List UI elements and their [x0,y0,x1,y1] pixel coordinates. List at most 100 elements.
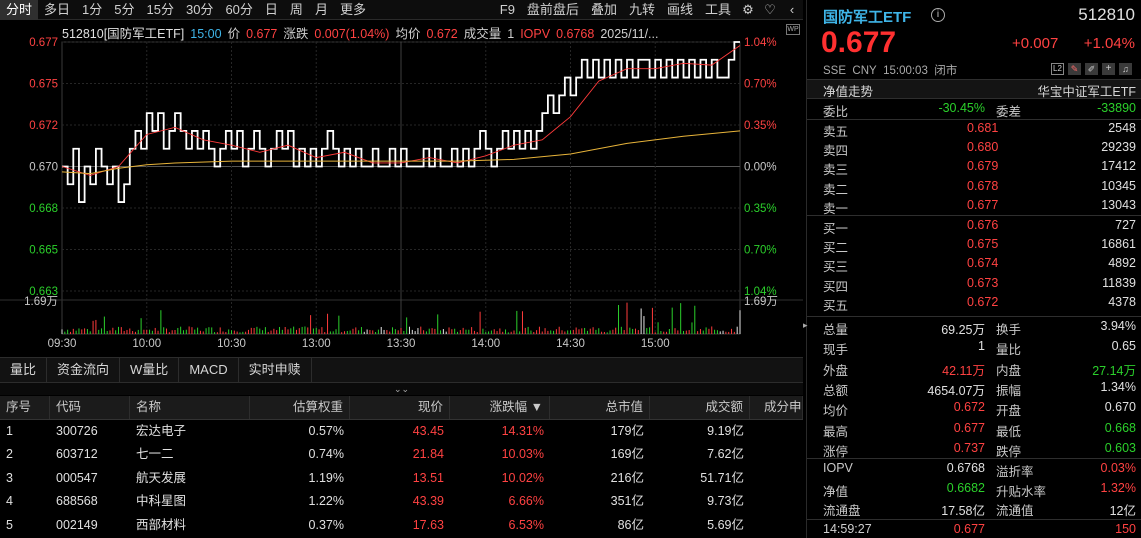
cell-mc: 169亿 [610,447,644,461]
level2-icon[interactable]: L2 [1051,63,1064,75]
stat-row: 总量 69.25万 换手 3.94% [807,317,1141,337]
period-tab-3[interactable]: 5分 [114,1,135,17]
level-price: 0.672 [967,294,999,309]
stat-label: IOPV [823,461,853,475]
stat-label: 内盘 [996,363,1022,378]
toolbar-action-1[interactable]: 盘前盘后 [526,1,579,17]
panel-code: 512810 [1078,5,1135,24]
pct-tick-label: 1.04% [744,286,777,298]
stat-label: 换手 [996,323,1022,337]
toolbar-action-2[interactable]: 叠加 [590,1,617,17]
period-tab-7[interactable]: 日 [264,1,278,17]
pct-tick-label: 1.04% [744,37,777,49]
level-price: 0.678 [967,178,999,193]
stat-label: 总量 [823,323,849,337]
intraday-chart[interactable]: 0.677 1.04% 0.675 0.70% 0.672 0.35% 0.670 0.00%… [0,20,803,354]
table-row[interactable]: 5 002149 西部材料 0.37% 17.63 6.53% 86亿 5.69亿 [0,514,803,538]
period-tab-10[interactable]: 更多 [339,1,366,17]
cell-code: 300726 [56,423,98,438]
period-tab-9[interactable]: 月 [314,1,328,17]
table-row[interactable]: 1 300726 宏达电子 0.57% 43.45 14.31% 179亿 9.19亿 [0,420,803,444]
column-header-2[interactable]: 名称 [130,396,250,419]
ratio-value: -30.45% [938,101,985,115]
stat-row: 现手 1 量比 0.65 [807,337,1141,357]
wp-badge[interactable]: WP [786,24,800,35]
indicator-tab-3[interactable]: MACD [179,358,239,382]
panel-title[interactable]: 国防军工ETF [823,9,912,26]
period-tab-1[interactable]: 多日 [44,1,71,17]
bids-level-4[interactable]: 买四 0.673 11839 [807,274,1141,294]
bell-icon[interactable]: ♫ [1119,63,1132,75]
tick-price: 0.677 [953,522,985,536]
indicator-tab-0[interactable]: 量比 [0,358,48,382]
add-icon[interactable]: + [1102,63,1115,75]
toolbar-action-3[interactable]: 九转 [628,1,655,17]
period-tab-4[interactable]: 15分 [146,1,174,17]
cell-code: 603712 [56,447,98,461]
panel-change: +0.007 [1012,35,1059,52]
bids-level-1[interactable]: 买一 0.676 727 [807,216,1141,236]
level-price: 0.679 [967,159,999,174]
asks-level-3[interactable]: 卖三 0.679 17412 [807,157,1141,177]
table-row[interactable]: 3 000547 航天发展 1.19% 13.51 10.02% 216亿 51.71亿 [0,467,803,491]
column-header-0[interactable]: 序号 [0,396,50,419]
column-header-8[interactable]: 成分申 [750,396,803,419]
period-tab-5[interactable]: 30分 [185,1,214,17]
table-row[interactable]: 4 688568 中科星图 1.22% 43.39 6.66% 351亿 9.73亿 [0,490,803,514]
indicator-tab-4[interactable]: 实时申赎 [239,358,312,382]
level-price: 0.674 [967,256,999,271]
info-price: 0.677 [246,27,278,41]
bids-level-5[interactable]: 买五 0.672 4378 [807,293,1141,313]
cell-name: 航天发展 [136,470,187,485]
cell-mc: 216亿 [610,470,644,485]
chevron-left-icon[interactable]: ‹ [789,2,795,17]
nav-trend-label: 净值走势 [823,85,874,99]
nav-trend-row[interactable]: 净值走势 华宝中证军工ETF [807,80,1141,99]
column-header-7[interactable]: 成交额 [650,396,750,419]
asks-level-1[interactable]: 卖五 0.681 2548 [807,119,1141,139]
stat-value: 0.03% [1100,461,1136,475]
table-row[interactable]: 2 603712 七一二 0.74% 21.84 10.03% 169亿 7.62亿 [0,443,803,467]
column-header-4[interactable]: 现价 [350,396,450,419]
asks-level-5[interactable]: 卖一 0.677 13043 [807,196,1141,216]
level-price: 0.680 [967,140,999,155]
toolbar-action-0[interactable]: F9 [499,1,515,17]
period-tab-8[interactable]: 周 [289,1,303,17]
stat-row: IOPV 0.6768 溢折率 0.03% [807,459,1141,479]
stat-label: 流通盘 [823,504,861,519]
info-iopv-label: IOPV [520,27,551,41]
edit-icon[interactable]: ✐ [1085,63,1098,75]
price-tick-label: 0.670 [29,162,58,174]
collapse-toggle[interactable]: ⌄⌄ [0,383,803,395]
toolbar-action-5[interactable]: 工具 [704,1,731,17]
column-header-3[interactable]: 估算权重 [250,396,350,419]
column-header-6[interactable]: 总市值 [550,396,650,419]
period-tab-6[interactable]: 60分 [225,1,253,17]
bids-level-3[interactable]: 买三 0.674 4892 [807,254,1141,274]
stat-label: 溢折率 [996,465,1034,479]
chevron-right-icon[interactable]: ▸ [803,320,808,330]
period-tab-2[interactable]: 1分 [82,1,103,17]
cell-code: 688568 [56,494,98,508]
indicator-tab-2[interactable]: W量比 [120,358,180,382]
info-circle-icon[interactable]: i [931,8,945,22]
period-tab-0[interactable]: 分时 [0,0,39,20]
indicator-tab-1[interactable]: 资金流向 [47,358,121,382]
cell-amt: 5.69亿 [707,517,744,532]
cell-name: 宏达电子 [136,423,187,438]
cell-name: 中科星图 [136,494,187,508]
asks-level-2[interactable]: 卖四 0.680 29239 [807,138,1141,158]
level-price: 0.673 [967,275,999,290]
column-header-5[interactable]: 涨跌幅 ▼ [450,396,550,419]
heart-icon[interactable]: ♡ [764,1,776,17]
bids-level-2[interactable]: 买二 0.675 16861 [807,235,1141,255]
chart-svg: 0.677 1.04% 0.675 0.70% 0.672 0.35% 0.670 0.00%… [0,37,803,350]
pen-icon[interactable]: ✎ [1068,63,1081,75]
toolbar-action-4[interactable]: 画线 [666,1,693,17]
column-header-1[interactable]: 代码 [50,396,130,419]
series-line-0 [62,41,740,203]
gear-icon[interactable]: ⚙ [742,1,754,17]
period-toolbar: 分时 多日 1分 5分 15分 30分 60分日周月更多 F9 盘前盘后 叠加 九转 画线 工具 ⚙ ♡ ‹ [0,0,803,20]
cell-code: 002149 [56,517,98,532]
asks-level-4[interactable]: 卖二 0.678 10345 [807,177,1141,197]
